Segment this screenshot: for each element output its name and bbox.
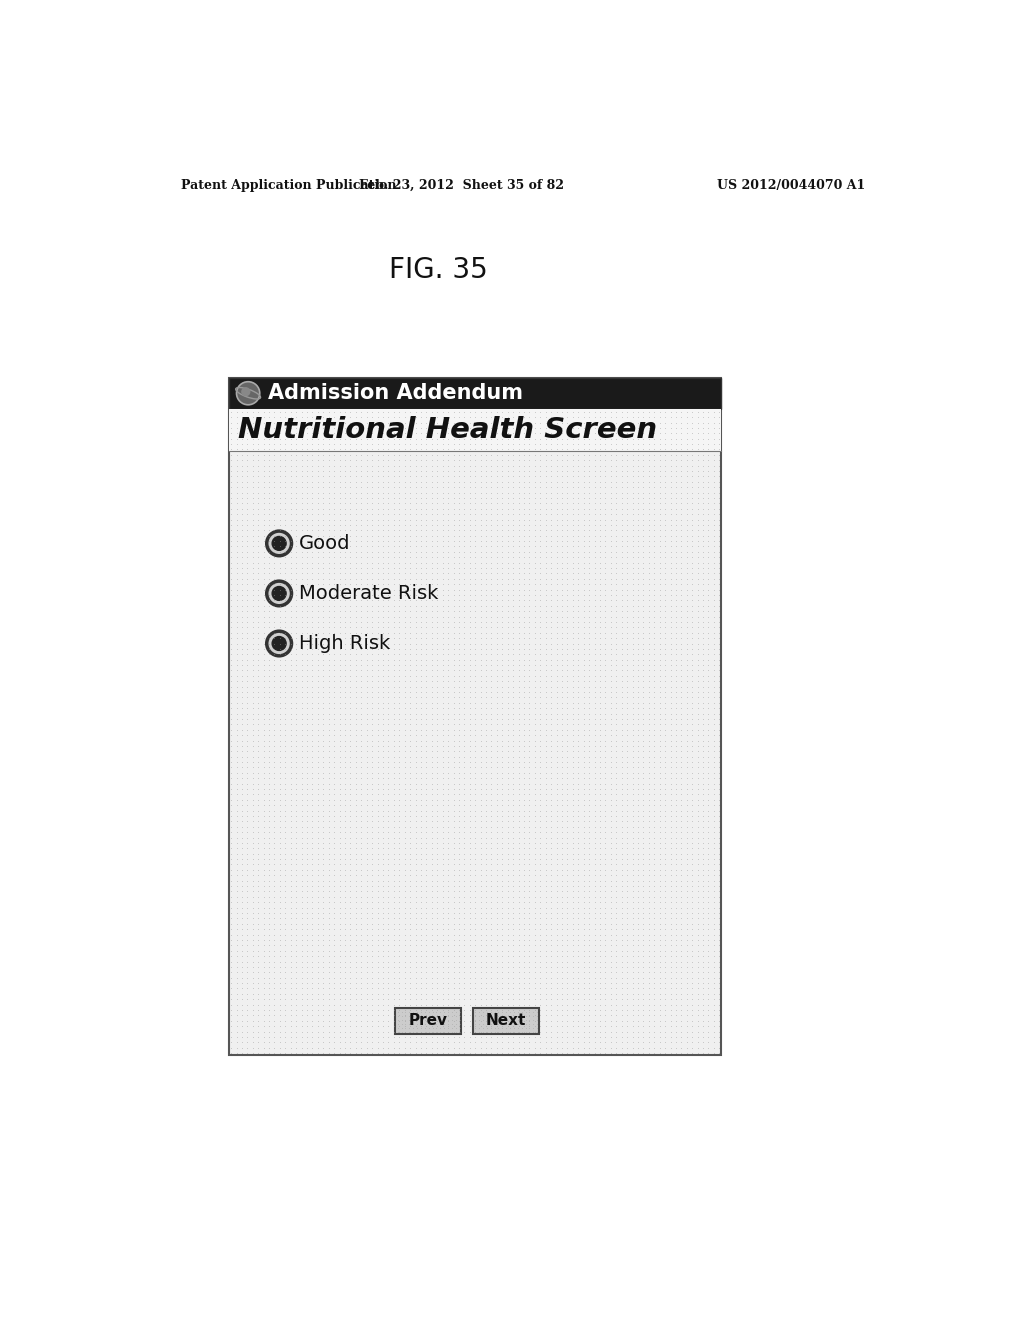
Circle shape <box>272 536 286 550</box>
Circle shape <box>272 636 286 651</box>
Circle shape <box>266 531 292 556</box>
Text: FIG. 35: FIG. 35 <box>389 256 487 284</box>
Circle shape <box>266 581 292 606</box>
FancyBboxPatch shape <box>228 378 721 1056</box>
Text: Prev: Prev <box>409 1014 447 1028</box>
Text: Good: Good <box>299 533 351 553</box>
FancyBboxPatch shape <box>395 1007 461 1034</box>
FancyBboxPatch shape <box>228 378 721 409</box>
Text: Moderate Risk: Moderate Risk <box>299 583 438 603</box>
Text: Nutritional Health Screen: Nutritional Health Screen <box>238 416 657 444</box>
Text: US 2012/0044070 A1: US 2012/0044070 A1 <box>717 178 865 191</box>
FancyBboxPatch shape <box>228 409 721 451</box>
Circle shape <box>272 586 286 601</box>
Text: High Risk: High Risk <box>299 634 390 653</box>
Text: Admission Addendum: Admission Addendum <box>267 383 522 403</box>
FancyBboxPatch shape <box>473 1007 539 1034</box>
Text: Feb. 23, 2012  Sheet 35 of 82: Feb. 23, 2012 Sheet 35 of 82 <box>358 178 564 191</box>
Circle shape <box>241 387 251 396</box>
Text: Patent Application Publication: Patent Application Publication <box>180 178 396 191</box>
Circle shape <box>266 631 292 656</box>
Text: Next: Next <box>485 1014 526 1028</box>
Circle shape <box>237 381 260 405</box>
